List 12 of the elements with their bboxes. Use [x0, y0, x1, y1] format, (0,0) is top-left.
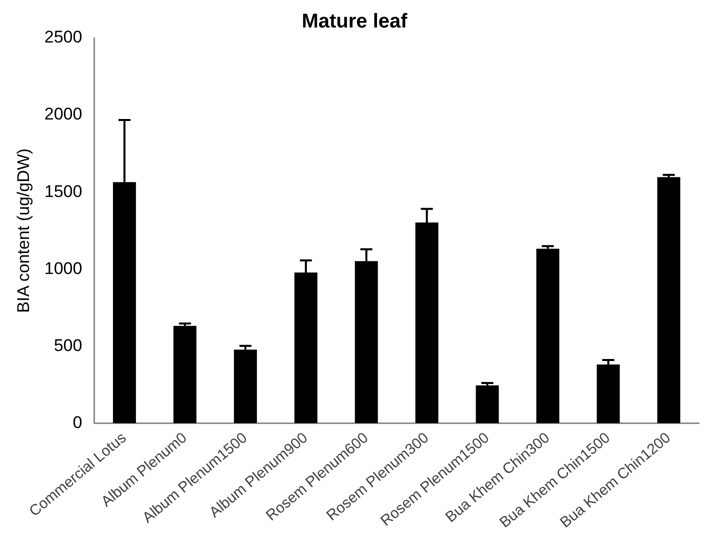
y-tick-label: 1000	[44, 258, 82, 278]
bar	[476, 385, 499, 424]
bar	[657, 177, 680, 424]
bar	[173, 326, 196, 424]
bar	[536, 248, 560, 424]
y-tick-label: 0	[72, 412, 82, 432]
y-tick-label: 2500	[44, 28, 82, 47]
y-tick-label: 2000	[44, 104, 82, 124]
y-tick-label: 1500	[44, 182, 82, 201]
y-tick-label: 500	[54, 336, 82, 355]
y-axis-title: BIA content (ug/gDW)	[14, 148, 33, 313]
chart-title: Mature leaf	[302, 10, 408, 33]
